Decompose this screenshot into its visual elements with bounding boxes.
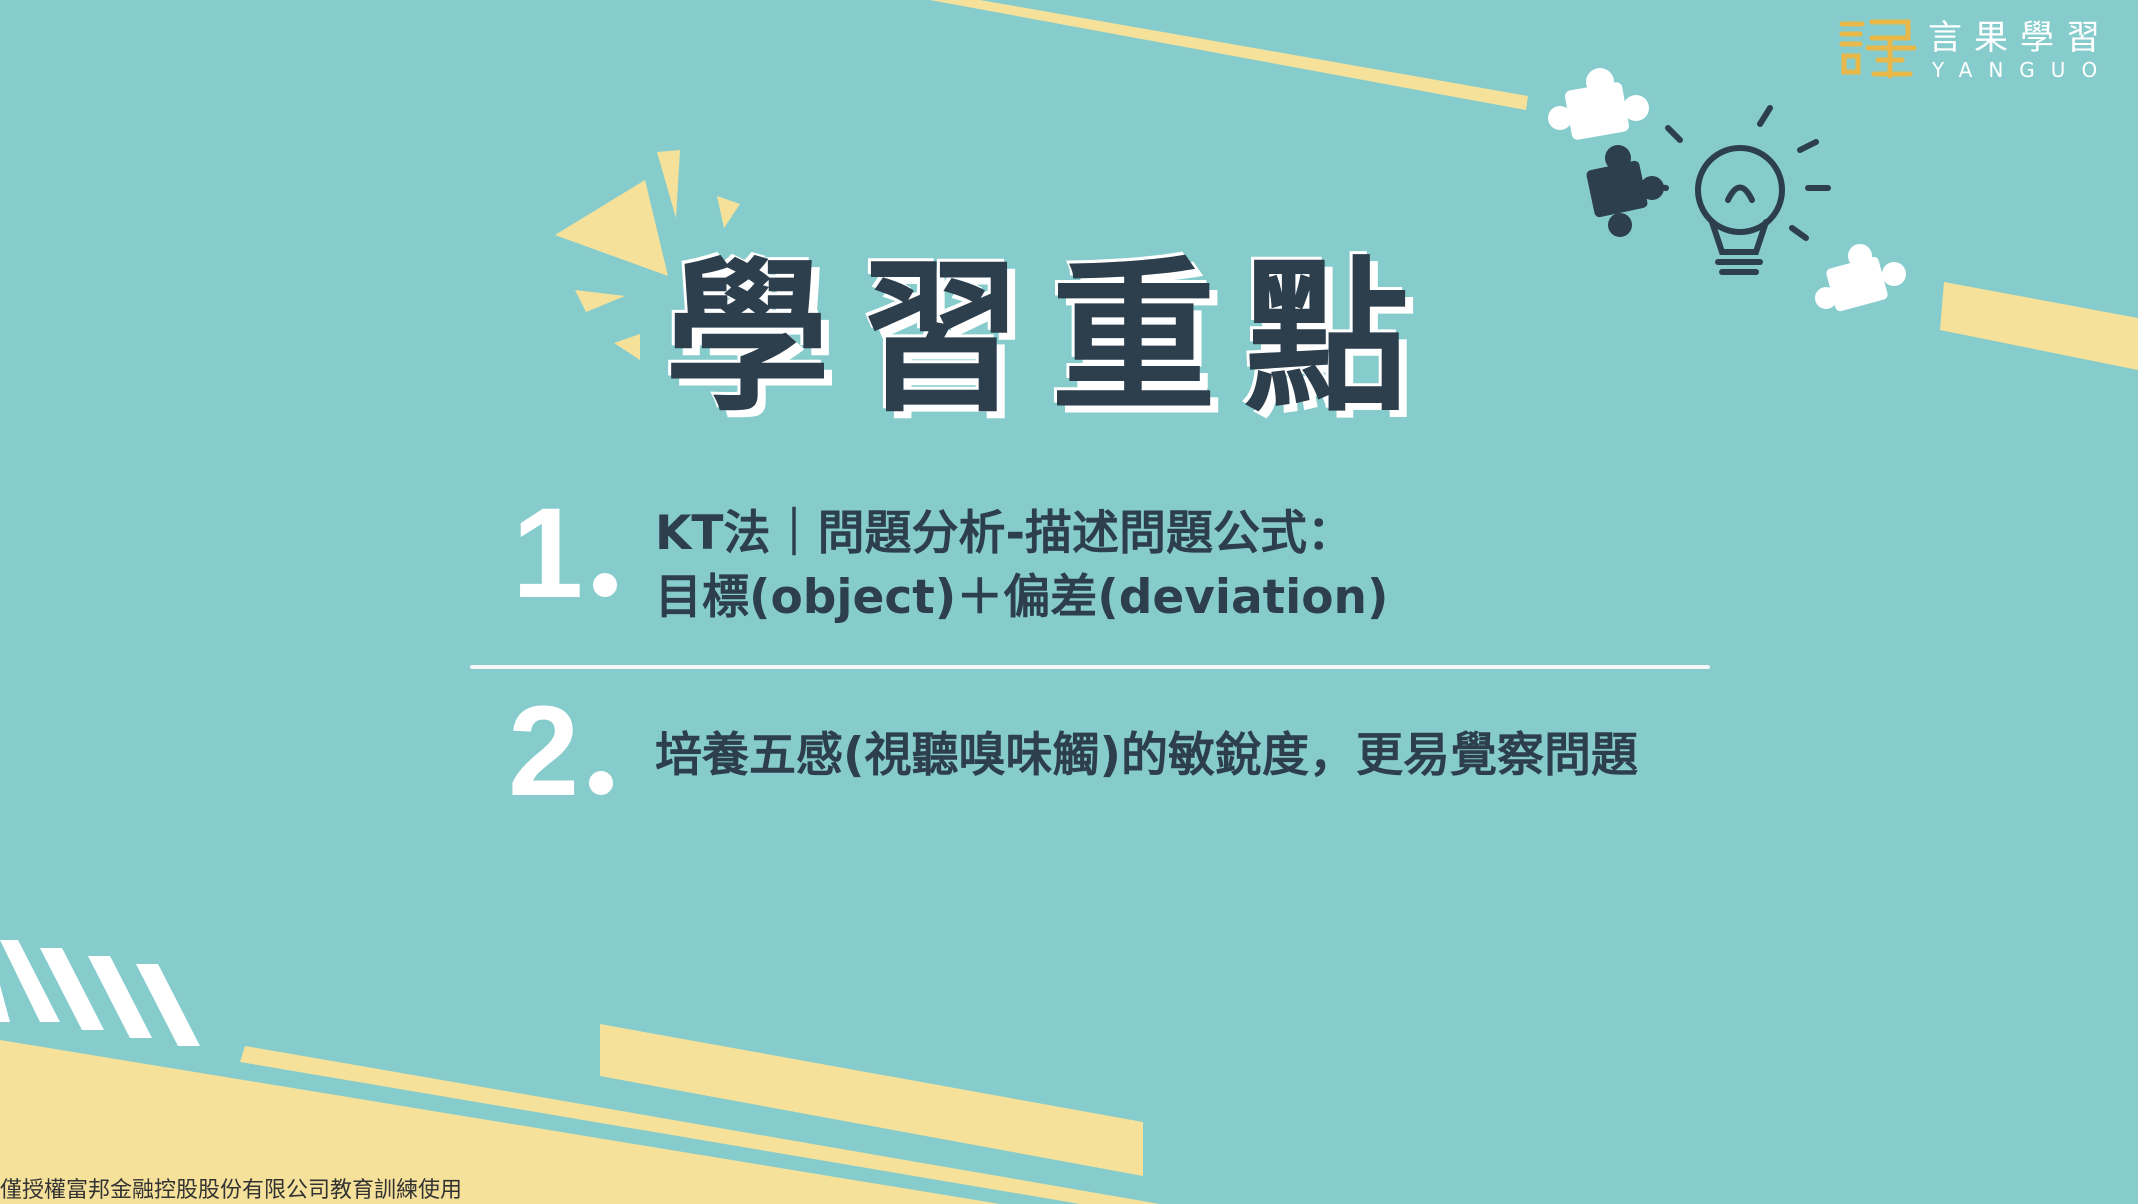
burst-decoration [555,150,740,360]
puzzle-piece-icon [1815,244,1906,312]
logo-mark-icon [1839,19,1917,79]
puzzle-piece-icon [1586,145,1664,237]
bottom-thin-stripe [240,1046,1160,1204]
bottom-center-bar [600,1024,1143,1176]
top-stripe [930,0,1528,110]
key-point-1-line-1: KT法｜問題分析-描述問題公式： [655,506,1354,561]
light-bulb-icon [1647,105,1831,275]
slide-title: 學習重點 [665,240,1437,434]
item-number-1: 1 [512,490,618,618]
item-number-2: 2 [508,688,614,816]
brand-name-en: YANGUO [1932,58,2114,82]
brand-name-cn: 言果學習 [1928,18,2112,58]
puzzle-piece-icon [1548,68,1649,140]
hazard-stripes [0,940,200,1046]
bottom-left-band [0,1040,1000,1204]
license-notice: 僅授權富邦金融控股股份有限公司教育訓練使用 [0,1178,463,1203]
divider [470,665,1710,669]
right-stripe [1940,282,2138,370]
number-dot [589,771,614,795]
number-dot [593,573,618,597]
item-number-text: 2 [508,680,580,823]
key-point-1: KT法｜問題分析-描述問題公式： 目標(object)＋偏差(deviation… [655,502,1388,630]
item-number-text: 1 [512,482,584,625]
key-point-2: 培養五感(視聽嗅味觸)的敏銳度，更易覺察問題 [655,724,1638,788]
key-point-1-line-2: 目標(object)＋偏差(deviation) [655,570,1389,625]
key-point-2-line-1: 培養五感(視聽嗅味觸)的敏銳度，更易覺察問題 [655,728,1638,783]
